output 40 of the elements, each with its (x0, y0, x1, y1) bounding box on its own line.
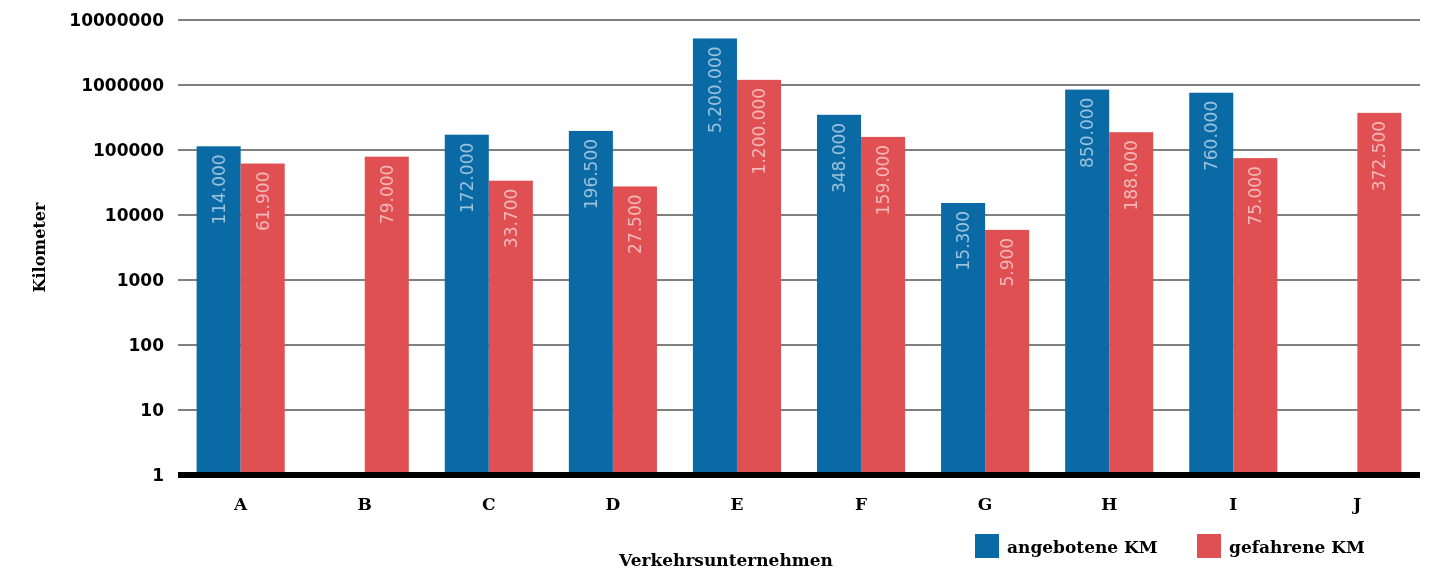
x-axis-title: Verkehrsunternehmen (618, 550, 833, 570)
x-tick-label: G (977, 494, 993, 514)
x-tick-label: D (605, 494, 621, 514)
data-label: 27.500 (624, 194, 645, 254)
data-label: 114.000 (208, 154, 229, 225)
y-tick-label: 100 (128, 335, 165, 355)
data-label: 1.200.000 (748, 87, 769, 175)
data-label: 196.500 (580, 138, 601, 210)
x-tick-label: E (730, 494, 744, 514)
y-tick-label: 10000000 (69, 10, 165, 30)
data-label: 33.700 (500, 188, 521, 249)
x-tick-label: F (855, 494, 868, 514)
data-label: 172.000 (456, 142, 477, 213)
x-tick-label: H (1101, 494, 1118, 514)
data-label: 348.000 (829, 122, 850, 194)
x-tick-label: I (1229, 494, 1238, 514)
legend-label: angebotene KM (1007, 537, 1158, 557)
y-tick-label: 1000000 (81, 75, 165, 95)
data-label: 61.900 (252, 171, 273, 232)
data-label: 15.300 (953, 211, 974, 271)
data-label: 5.200.000 (704, 46, 725, 133)
data-label: 760.000 (1201, 100, 1222, 172)
data-label: 372.500 (1369, 120, 1390, 192)
x-tick-label: J (1351, 494, 1362, 514)
data-label: 5.900 (997, 237, 1018, 287)
data-label: 188.000 (1121, 140, 1142, 211)
legend-label: gefahrene KM (1229, 537, 1366, 557)
y-tick-label: 10000 (104, 205, 165, 225)
x-tick-label: C (482, 494, 496, 514)
x-tick-label: B (357, 494, 372, 514)
data-label: 75.000 (1245, 166, 1266, 226)
x-tick-label: A (233, 494, 249, 514)
data-label: 159.000 (873, 144, 894, 216)
y-tick-label: 10 (140, 400, 165, 420)
y-tick-label: 1 (152, 465, 164, 485)
y-axis-title: Kilometer (30, 202, 49, 293)
y-tick-label: 100000 (93, 140, 165, 160)
y-tick-label: 1000 (116, 270, 165, 290)
data-label: 850.000 (1077, 97, 1098, 168)
data-label: 79.000 (376, 164, 397, 225)
